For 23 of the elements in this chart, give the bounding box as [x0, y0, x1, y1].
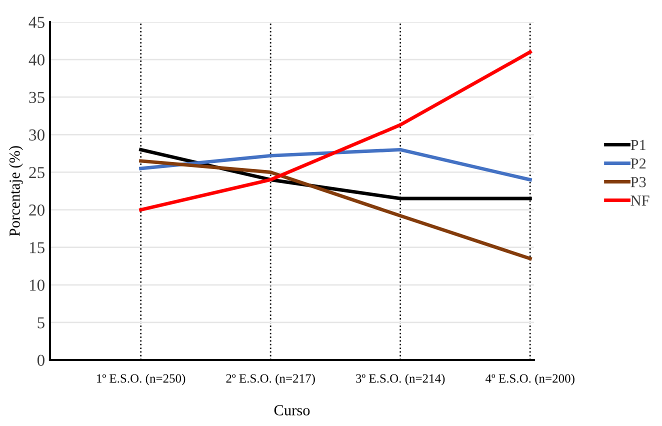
x-tick-label: 2º E.S.O. (n=217) — [226, 374, 315, 386]
line-series — [139, 159, 532, 260]
x-tick-label: 4º E.S.O. (n=200) — [485, 374, 574, 386]
y-tick-label: 5 — [38, 317, 44, 328]
y-tick-label: 15 — [30, 242, 44, 254]
line-series — [139, 148, 532, 182]
y-tick-label: 30 — [29, 129, 45, 141]
y-tick-label: 40 — [28, 54, 45, 66]
line-series — [139, 50, 532, 212]
x-tick-label: 1º E.S.O. (n=250) — [97, 374, 186, 386]
legend-label: NF — [630, 196, 650, 206]
x-tick-label: 3º E.S.O. (n=214) — [356, 374, 445, 386]
y-tick-label: 10 — [30, 280, 45, 291]
y-tick-label: 35 — [29, 92, 44, 104]
x-axis-title: Curso — [274, 405, 310, 416]
legend-label: P2 — [630, 158, 646, 169]
y-tick-label: 20 — [29, 204, 45, 216]
legend-label: P3 — [630, 176, 646, 188]
legend-label: P1 — [630, 140, 646, 150]
y-axis-title: Porcentaje (%) — [9, 146, 23, 236]
y-tick-label: 45 — [28, 16, 44, 28]
y-tick-label: 0 — [37, 354, 45, 366]
y-tick-label: 25 — [29, 166, 44, 178]
